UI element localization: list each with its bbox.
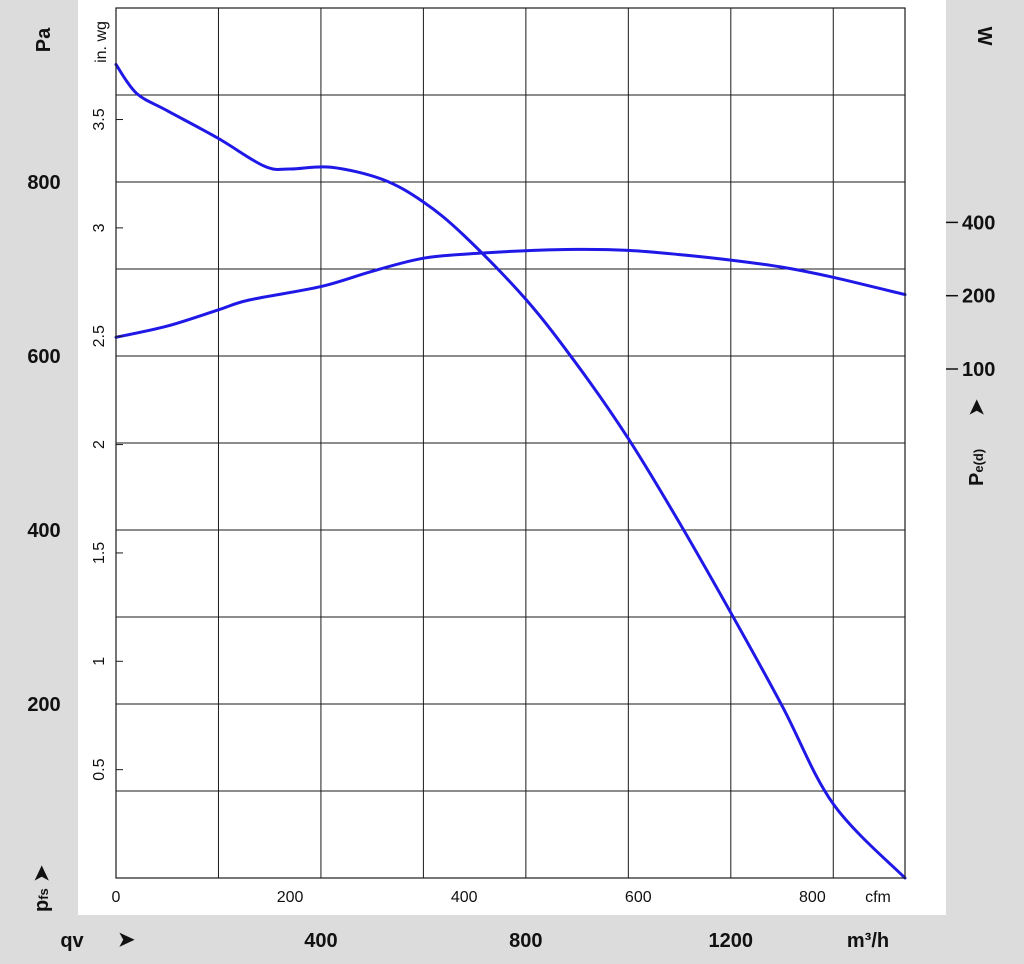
qv-label: qv (60, 930, 84, 952)
ped-arrow-icon: ➤ (966, 399, 988, 416)
pfs-arrow-icon: ➤ (31, 865, 53, 882)
inwg-tick-label: 0.5 (91, 758, 108, 780)
cfm-tick-label: 400 (451, 889, 478, 906)
right-unit-label: W (973, 27, 995, 46)
ped-label-sub: e(d) (971, 449, 986, 473)
left-axis-band (0, 0, 78, 915)
tick-labels: 200 400 600 800 0.5 1 1.5 2 2.5 3 3.5 100 200 400 0 200… (27, 108, 995, 952)
inwg-tick-label: 2.5 (91, 325, 108, 347)
pressure-curve (114, 63, 907, 880)
pa-tick-label: 800 (27, 172, 60, 194)
cfm-tick-label: 800 (799, 889, 826, 906)
inwg-tick-label: 3 (91, 223, 108, 232)
pa-tick-label: 600 (27, 346, 60, 368)
right-axis-band (946, 0, 1024, 915)
left-axis-title: pfs ➤ (31, 865, 53, 912)
left-unit-label: Pa (33, 27, 55, 52)
grid-lines (116, 8, 905, 878)
curves (114, 63, 907, 880)
inner-unit-label: in. wg (93, 21, 110, 63)
plot-frame (115, 7, 906, 879)
m3h-tick-label: 800 (509, 930, 542, 952)
cfm-tick-label: 600 (625, 889, 652, 906)
inwg-tick-label: 1.5 (91, 542, 108, 564)
ped-label: Pe(d) (966, 449, 988, 486)
cfm-unit-label: cfm (865, 889, 891, 906)
m3h-tick-label: 1200 (709, 930, 754, 952)
m3h-unit-label: m³/h (847, 930, 889, 952)
ped-label-main: P (966, 473, 988, 486)
w-tick-label: 200 (962, 286, 995, 308)
inwg-tick-label: 3.5 (91, 108, 108, 130)
inwg-tick-label: 1 (91, 657, 108, 666)
pa-tick-label: 200 (27, 694, 60, 716)
cfm-tick-label: 0 (112, 889, 121, 906)
w-tick-label: 400 (962, 212, 995, 234)
m3h-tick-label: 400 (304, 930, 337, 952)
cfm-tick-label: 200 (277, 889, 304, 906)
pa-tick-label: 400 (27, 520, 60, 542)
pfs-label-sub: fs (36, 888, 51, 900)
right-axis-title: Pe(d) ➤ (966, 399, 988, 486)
pfs-label-main: p (31, 900, 53, 912)
w-tick-label: 100 (962, 359, 995, 381)
pfs-label: pfs (31, 888, 53, 912)
power-curve (114, 247, 907, 339)
qv-arrow-icon: ➤ (118, 929, 135, 951)
tick-marks (116, 119, 958, 771)
inwg-tick-label: 2 (91, 440, 108, 449)
bottom-axis-band (0, 915, 1024, 964)
